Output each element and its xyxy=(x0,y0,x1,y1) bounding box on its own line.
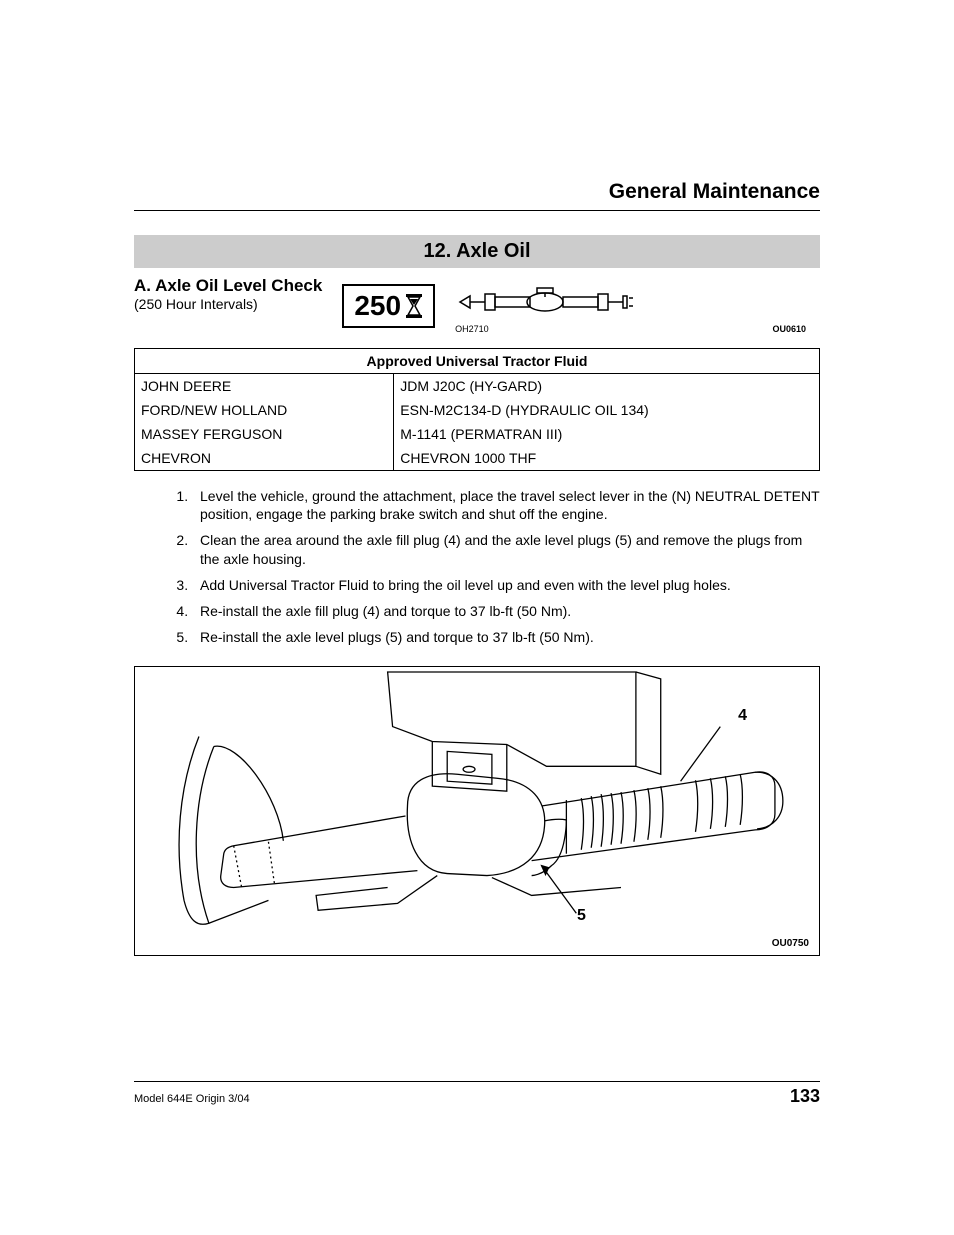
subsection-subtitle: (250 Hour Intervals) xyxy=(134,296,322,312)
spec-cell: JDM J20C (HY-GARD) xyxy=(394,374,820,399)
axle-top-icon xyxy=(455,282,635,322)
subsection-title: A. Axle Oil Level Check xyxy=(134,276,322,296)
interval-box: 250 xyxy=(342,284,435,328)
table-row: FORD/NEW HOLLAND ESN-M2C134-D (HYDRAULIC… xyxy=(135,398,820,422)
table-row: CHEVRON CHEVRON 1000 THF xyxy=(135,446,820,471)
page-footer: Model 644E Origin 3/04 133 xyxy=(134,1081,820,1107)
step-item: Add Universal Tractor Fluid to bring the… xyxy=(192,576,820,594)
step-item: Level the vehicle, ground the attachment… xyxy=(192,487,820,523)
brand-cell: CHEVRON xyxy=(135,446,394,471)
footer-model: Model 644E Origin 3/04 xyxy=(134,1093,250,1105)
fluid-table: Approved Universal Tractor Fluid JOHN DE… xyxy=(134,348,820,471)
table-row: MASSEY FERGUSON M-1141 (PERMATRAN III) xyxy=(135,422,820,446)
callout-5: 5 xyxy=(577,907,586,925)
icon-caption-right: OU0610 xyxy=(772,324,806,334)
subsection-row: A. Axle Oil Level Check (250 Hour Interv… xyxy=(134,276,820,328)
steps-list: Level the vehicle, ground the attachment… xyxy=(134,487,820,646)
axle-diagram-svg xyxy=(135,667,819,955)
step-item: Re-install the axle level plugs (5) and … xyxy=(192,628,820,646)
icon-caption-left: OH2710 xyxy=(455,324,489,334)
step-item: Re-install the axle fill plug (4) and to… xyxy=(192,602,820,620)
page-header-title: General Maintenance xyxy=(134,180,820,204)
brand-cell: JOHN DEERE xyxy=(135,374,394,399)
axle-top-icon-wrap: OH2710 OU0610 xyxy=(455,282,820,327)
spec-cell: ESN-M2C134-D (HYDRAULIC OIL 134) xyxy=(394,398,820,422)
page-header: General Maintenance xyxy=(134,180,820,211)
spec-cell: CHEVRON 1000 THF xyxy=(394,446,820,471)
step-item: Clean the area around the axle fill plug… xyxy=(192,531,820,567)
hourglass-icon xyxy=(405,294,423,318)
footer-page-number: 133 xyxy=(790,1086,820,1107)
diagram-caption: OU0750 xyxy=(772,938,809,949)
spec-cell: M-1141 (PERMATRAN III) xyxy=(394,422,820,446)
brand-cell: MASSEY FERGUSON xyxy=(135,422,394,446)
section-title: 12. Axle Oil xyxy=(134,235,820,268)
table-row: JOHN DEERE JDM J20C (HY-GARD) xyxy=(135,374,820,399)
brand-cell: FORD/NEW HOLLAND xyxy=(135,398,394,422)
table-header: Approved Universal Tractor Fluid xyxy=(135,349,820,374)
subsection-text: A. Axle Oil Level Check (250 Hour Interv… xyxy=(134,276,322,312)
callout-4: 4 xyxy=(738,707,747,725)
interval-value: 250 xyxy=(354,290,401,322)
axle-diagram: 4 5 OU0750 xyxy=(134,666,820,956)
